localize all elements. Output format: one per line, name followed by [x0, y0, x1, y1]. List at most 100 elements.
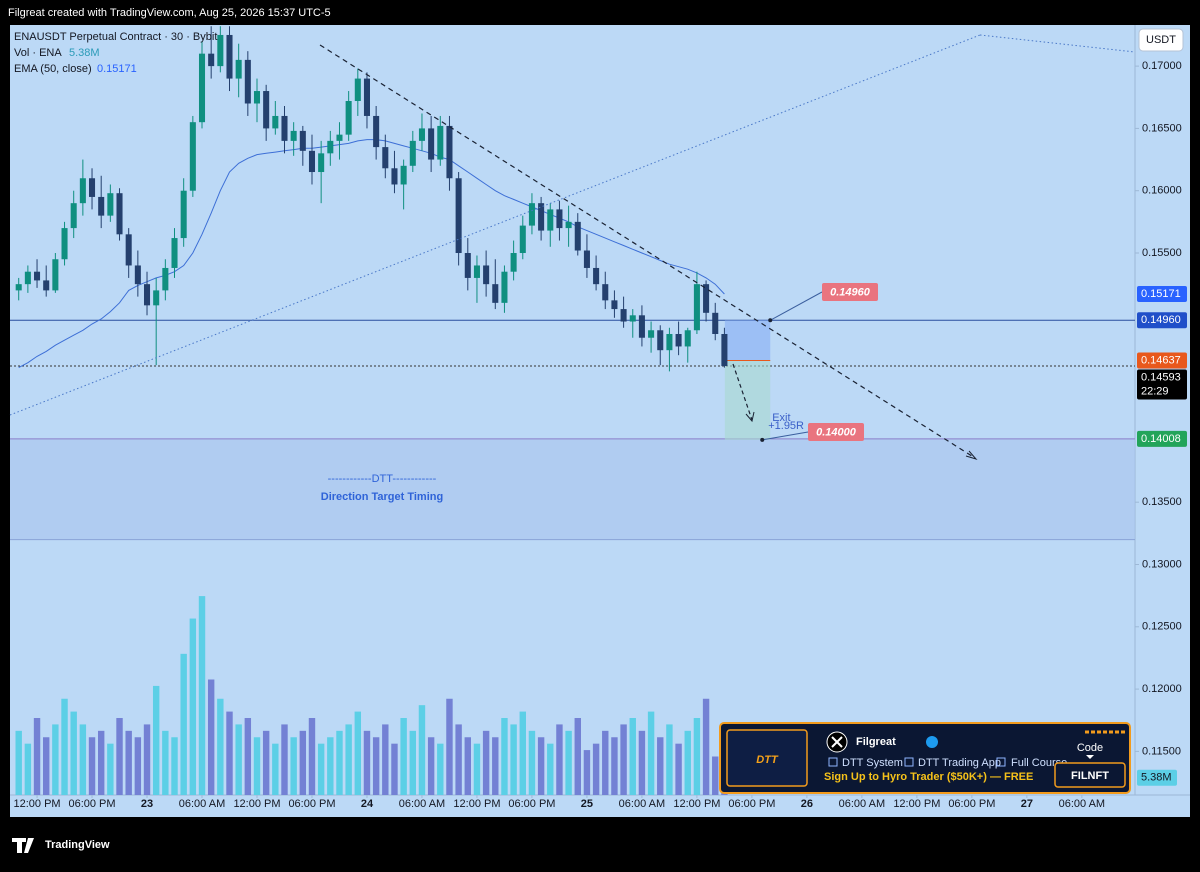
candle-body	[198, 53, 206, 123]
x-tick-label: 12:00 PM	[673, 798, 720, 810]
target-callout-text: 0.14000	[816, 426, 857, 438]
volume-bar	[42, 737, 50, 795]
volume-bar	[61, 698, 68, 795]
projection-arrow	[732, 363, 753, 421]
candle-body	[327, 140, 334, 154]
candle-body	[638, 315, 645, 338]
y-tick-label: 0.17000	[1142, 60, 1182, 72]
candle-body	[446, 125, 453, 179]
volume-bar	[574, 718, 581, 795]
x-tick-label: 06:00 AM	[619, 798, 665, 810]
volume-bar	[372, 737, 380, 795]
x-tick-label: 06:00 PM	[288, 798, 335, 810]
x-tick-label: 06:00 AM	[1059, 798, 1105, 810]
volume-bar	[189, 618, 197, 795]
volume-bar	[134, 737, 142, 795]
ema-legend: EMA (50, close)	[14, 63, 92, 75]
chart-background	[10, 25, 1190, 817]
price-badge	[1137, 312, 1187, 329]
volume-bar	[455, 724, 462, 795]
candle-body	[336, 134, 343, 141]
promo-offer[interactable]: Sign Up to Hyro Trader ($50K+) — FREE	[824, 771, 1033, 783]
volume-bar	[70, 711, 77, 795]
candle-body	[501, 271, 508, 303]
price-badge-label: 0.14960	[1141, 314, 1181, 326]
volume-bar	[602, 730, 609, 795]
price-badge	[1137, 352, 1187, 369]
candle-body	[547, 209, 554, 231]
stop-anchor	[768, 318, 773, 323]
promo-banner[interactable]	[719, 722, 1131, 794]
x-tick-label: 06:00 AM	[179, 798, 225, 810]
x-tick-label: 06:00 PM	[68, 798, 115, 810]
volume-bar	[446, 698, 453, 795]
trend-line	[9, 34, 981, 416]
candle-body	[345, 101, 352, 135]
price-badge	[1137, 369, 1187, 400]
currency-box[interactable]	[1138, 28, 1184, 52]
candle-body	[648, 330, 655, 338]
ema-line	[18, 139, 725, 369]
r-label: +1.95R	[768, 420, 804, 432]
promo-code-box[interactable]	[1054, 762, 1126, 788]
candle-body	[52, 259, 59, 291]
candle-body	[308, 150, 316, 173]
candle-body	[189, 122, 196, 191]
x-tick-label: 12:00 PM	[453, 798, 500, 810]
volume-bar	[693, 718, 701, 795]
candle-body	[666, 333, 673, 351]
candle-body	[15, 284, 22, 291]
price-badge-label: 0.14637	[1141, 354, 1181, 366]
candle-body	[89, 178, 96, 197]
candle-body	[226, 34, 233, 79]
candle-body	[272, 115, 279, 129]
volume-bar	[657, 737, 664, 795]
link-icon	[996, 757, 1006, 767]
candle-body	[98, 196, 105, 216]
exit-label: Exit	[772, 412, 790, 424]
volume-bar	[116, 718, 123, 795]
volume-bar	[537, 737, 545, 795]
volume-bar	[226, 711, 233, 795]
volume-bar	[684, 730, 691, 795]
candle-body	[712, 312, 719, 334]
volume-bar	[712, 756, 719, 795]
volume-legend: Vol · ENA	[14, 47, 62, 59]
volume-bar	[52, 724, 59, 795]
candle-body	[217, 34, 224, 67]
y-tick-label: 0.15500	[1142, 247, 1182, 259]
promo-link[interactable]: DTT Trading App	[918, 757, 1001, 769]
candle-body	[602, 284, 609, 301]
volume-bar	[125, 730, 132, 795]
candle-body	[565, 221, 572, 229]
candle-body	[693, 284, 700, 331]
promo-name: Filgreat	[856, 736, 896, 748]
volume-bar	[217, 698, 224, 795]
volume-bar	[272, 743, 279, 795]
credit: Filgreat created with TradingView.com, A…	[8, 7, 331, 19]
x-tick-label: 12:00 PM	[233, 798, 280, 810]
candle-body	[583, 250, 590, 268]
candle-body	[519, 225, 526, 254]
target-leader	[762, 431, 809, 441]
price-badge-label: 0.14008	[1141, 433, 1181, 445]
currency[interactable]: USDT	[1146, 34, 1176, 46]
candle-body	[134, 265, 141, 285]
link-icon	[828, 757, 838, 767]
promo-link[interactable]: Full Course	[1011, 757, 1067, 769]
x-glyph	[831, 736, 843, 748]
x-tick-label: 27	[1021, 798, 1033, 810]
volume-bar	[611, 737, 618, 795]
volume-bar	[409, 730, 417, 795]
candle-body	[107, 193, 114, 216]
price-badge	[1137, 430, 1187, 447]
promo-link[interactable]: DTT System	[842, 757, 903, 769]
promo-code[interactable]: FILNFT	[1071, 770, 1109, 782]
candle-body	[391, 168, 398, 185]
volume-bar	[107, 743, 114, 795]
symbol-title: ENAUSDT Perpetual Contract · 30 · Bybit	[14, 31, 217, 43]
x-tick-label: 06:00 PM	[728, 798, 775, 810]
candle-body	[675, 333, 682, 347]
